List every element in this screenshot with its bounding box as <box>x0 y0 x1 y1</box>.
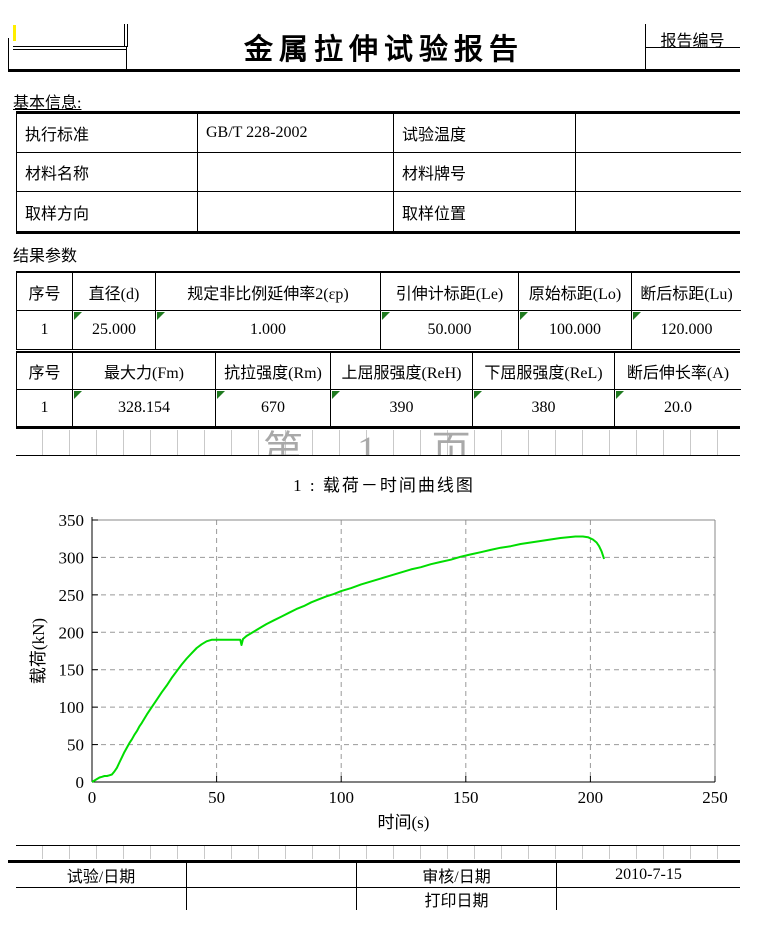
review-date-value: 2010-7-15 <box>557 863 740 888</box>
material-name-label: 材料名称 <box>17 153 198 192</box>
results-section-label: 结果参数 <box>13 248 78 265</box>
chart-title: 1 : 载荷－时间曲线图 <box>293 476 475 495</box>
table1-value-cell: 50.000 <box>381 311 519 349</box>
signature-table: 试验/日期 审核/日期 2010-7-15 打印日期 <box>16 863 740 910</box>
table1-value-cell: 1.000 <box>156 311 381 349</box>
table1-header-cell: 引伸计标距(Le) <box>381 273 519 311</box>
table2-value-cell: 390 <box>331 390 473 426</box>
svg-text:200: 200 <box>578 788 604 807</box>
material-grade-label: 材料牌号 <box>394 153 576 192</box>
table2-value-cell: 380 <box>473 390 615 426</box>
test-temperature-value <box>576 114 741 153</box>
bottom-page-break-strip <box>16 845 740 859</box>
results-table-1: 序号 直径(d) 规定非比例延伸率2(εp) 引伸计标距(Le) 原始标距(Lo… <box>16 271 741 350</box>
header-double-rule <box>13 46 127 50</box>
svg-text:0: 0 <box>76 773 85 792</box>
table1-header-cell: 序号 <box>17 273 73 311</box>
svg-text:50: 50 <box>67 736 84 755</box>
test-temperature-label: 试验温度 <box>394 114 576 153</box>
svg-text:0: 0 <box>88 788 97 807</box>
test-date-label: 试验/日期 <box>16 863 187 888</box>
table2-header-cell: 上屈服强度(ReH) <box>331 353 473 390</box>
svg-text:200: 200 <box>59 623 85 642</box>
basic-info-table: 执行标准 GB/T 228-2002 试验温度 材料名称 材料牌号 取样方向 取… <box>16 111 741 234</box>
table2-header-cell: 最大力(Fm) <box>73 353 216 390</box>
table2-value-cell: 20.0 <box>615 390 741 426</box>
report-no-underline <box>645 47 740 48</box>
svg-text:100: 100 <box>328 788 354 807</box>
sampling-direction-label: 取样方向 <box>17 192 198 231</box>
print-date-label: 打印日期 <box>357 888 557 910</box>
report-number-label: 报告编号 <box>660 33 725 50</box>
table2-value-cell: 670 <box>216 390 331 426</box>
sampling-position-label: 取样位置 <box>394 192 576 231</box>
svg-text:250: 250 <box>702 788 728 807</box>
material-grade-value <box>576 153 741 192</box>
table1-value-cell: 120.000 <box>632 311 741 349</box>
header-divider <box>126 47 127 69</box>
exec-standard-label: 执行标准 <box>17 114 198 153</box>
table1-header-cell: 原始标距(Lo) <box>519 273 632 311</box>
signature-empty-cell <box>187 888 357 910</box>
svg-text:250: 250 <box>59 586 85 605</box>
table2-seq-cell: 1 <box>17 390 73 426</box>
material-name-value <box>198 153 394 192</box>
table2-header-cell: 抗拉强度(Rm) <box>216 353 331 390</box>
review-date-label: 审核/日期 <box>357 863 557 888</box>
page-break-strip: 第 1 页 <box>16 430 740 456</box>
report-no-divider <box>645 24 646 69</box>
exec-standard-value: GB/T 228-2002 <box>198 114 394 153</box>
svg-text:时间(s): 时间(s) <box>378 813 430 832</box>
table1-seq-cell: 1 <box>17 311 73 349</box>
table1-value-cell: 25.000 <box>73 311 156 349</box>
table2-header-cell: 下屈服强度(ReL) <box>473 353 615 390</box>
svg-text:300: 300 <box>59 548 85 567</box>
svg-text:150: 150 <box>59 661 85 680</box>
table1-header-cell: 直径(d) <box>73 273 156 311</box>
header-rule <box>8 69 740 72</box>
svg-text:载荷(kN): 载荷(kN) <box>29 618 48 684</box>
table1-header-cell: 规定非比例延伸率2(εp) <box>156 273 381 311</box>
results-table-2: 序号 最大力(Fm) 抗拉强度(Rm) 上屈服强度(ReH) 下屈服强度(ReL… <box>16 351 741 429</box>
header-double-rule-vertical <box>124 24 128 47</box>
svg-text:100: 100 <box>59 698 85 717</box>
table2-header-cell: 断后伸长率(A) <box>615 353 741 390</box>
page-title: 金属拉伸试验报告 <box>243 34 524 66</box>
print-date-value <box>557 888 740 910</box>
signature-empty-cell <box>16 888 187 910</box>
load-time-chart: 0 50 100 150 200 250 0 50 100 150 200 250 300 350 时间(s… <box>29 511 728 832</box>
footer-rule <box>8 860 740 863</box>
table2-value-cell: 328.154 <box>73 390 216 426</box>
table1-header-cell: 断后标距(Lu) <box>632 273 741 311</box>
sampling-direction-value <box>198 192 394 231</box>
basic-info-section-label: 基本信息: <box>13 95 82 112</box>
table2-header-cell: 序号 <box>17 353 73 390</box>
table1-value-cell: 100.000 <box>519 311 632 349</box>
left-margin-mark <box>8 38 9 69</box>
page-number-watermark: 第 1 页 <box>263 430 493 456</box>
svg-text:50: 50 <box>208 788 225 807</box>
svg-text:150: 150 <box>453 788 479 807</box>
test-date-value <box>187 863 357 888</box>
svg-text:350: 350 <box>59 511 85 530</box>
cursor-mark <box>13 25 16 41</box>
sampling-position-value <box>576 192 741 231</box>
